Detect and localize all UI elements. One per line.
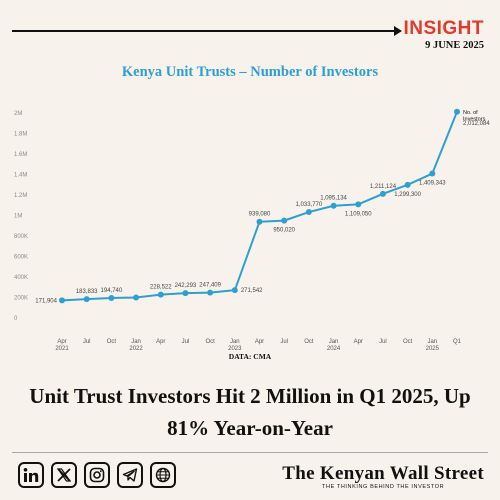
x-tick-label: Jul bbox=[379, 339, 387, 345]
header-rule bbox=[12, 30, 397, 32]
x-tick-year: 2022 bbox=[129, 346, 143, 352]
data-label: 247,409 bbox=[199, 283, 221, 289]
masthead-tagline: THE THINKING BEHIND THE INVESTOR bbox=[322, 484, 445, 490]
series-annotation: Investors bbox=[463, 116, 486, 122]
x-tick-label: Apr bbox=[354, 339, 363, 345]
x-tick-year: 2021 bbox=[55, 346, 69, 352]
data-label: 194,740 bbox=[101, 288, 123, 294]
data-point bbox=[83, 296, 90, 303]
x-tick-label: Apr bbox=[57, 339, 66, 345]
data-point bbox=[108, 295, 115, 302]
data-label: 1,299,300 bbox=[394, 192, 421, 198]
x-tick-label: Jan bbox=[131, 339, 141, 345]
linkedin-icon[interactable] bbox=[18, 462, 44, 488]
y-tick-label: 1.8M bbox=[14, 132, 27, 138]
website-icon[interactable] bbox=[150, 462, 176, 488]
data-label: 1,095,134 bbox=[320, 196, 347, 202]
x-tick-label: Jul bbox=[83, 339, 91, 345]
x-tick-label: Apr bbox=[255, 339, 264, 345]
x-tick-label: Jul bbox=[280, 339, 288, 345]
data-label: 242,293 bbox=[175, 283, 197, 289]
data-label: 2,012,084 bbox=[463, 121, 490, 127]
chart-title: Kenya Unit Trusts – Number of Investors bbox=[121, 64, 379, 80]
data-source: DATA: CMA bbox=[228, 352, 272, 361]
data-label: 228,522 bbox=[150, 285, 172, 291]
data-point bbox=[207, 289, 214, 296]
x-icon[interactable] bbox=[51, 462, 77, 488]
data-point bbox=[133, 294, 140, 301]
data-label: 939,080 bbox=[249, 212, 271, 218]
headline: Unit Trust Investors Hit 2 Million in Q1… bbox=[29, 384, 471, 440]
data-point bbox=[429, 170, 436, 177]
brand-label: INSIGHT bbox=[403, 18, 484, 39]
social-links bbox=[18, 462, 176, 488]
data-point bbox=[404, 181, 411, 188]
y-tick-label: 800K bbox=[14, 234, 28, 240]
series-line bbox=[61, 111, 458, 302]
data-label: 271,542 bbox=[241, 288, 263, 294]
instagram-icon[interactable] bbox=[84, 462, 110, 488]
data-point bbox=[231, 287, 238, 294]
data-point bbox=[256, 218, 263, 225]
x-tick-label: Apr bbox=[156, 339, 165, 345]
data-label: 183,833 bbox=[76, 289, 98, 295]
data-point bbox=[330, 202, 337, 209]
data-point bbox=[182, 290, 189, 297]
y-tick-label: 1M bbox=[14, 214, 22, 220]
series-annotation: No. of bbox=[463, 110, 478, 116]
arrow-icon bbox=[394, 26, 402, 36]
y-tick-label: 1.6M bbox=[14, 152, 27, 158]
x-tick-label: Oct bbox=[107, 339, 117, 345]
data-label: 1,033,770 bbox=[296, 202, 323, 208]
data-point bbox=[379, 190, 386, 197]
data-point bbox=[157, 291, 164, 298]
data-label: 171,904 bbox=[35, 298, 57, 304]
telegram-icon[interactable] bbox=[117, 462, 143, 488]
data-label: 1,211,124 bbox=[370, 184, 397, 190]
x-tick-label: Oct bbox=[205, 339, 215, 345]
data-label: 1,409,343 bbox=[419, 181, 446, 187]
masthead: The Kenyan Wall Street THE THINKING BEHI… bbox=[282, 463, 484, 490]
x-tick-label: Oct bbox=[403, 339, 413, 345]
x-tick-label: Jul bbox=[182, 339, 190, 345]
publish-date: 9 JUNE 2025 bbox=[425, 40, 484, 51]
data-point bbox=[59, 297, 65, 304]
x-tick-label: Jan bbox=[427, 339, 437, 345]
y-tick-label: 1.2M bbox=[14, 193, 27, 199]
y-tick-label: 0 bbox=[14, 316, 18, 322]
data-label: 1,109,050 bbox=[345, 211, 372, 217]
masthead-name: The Kenyan Wall Street bbox=[282, 463, 484, 484]
y-tick-label: 400K bbox=[14, 275, 28, 281]
footer-rule bbox=[12, 452, 488, 453]
x-tick-label: Jan bbox=[230, 339, 240, 345]
x-tick-label: Jan bbox=[329, 339, 339, 345]
x-tick-year: 2025 bbox=[426, 346, 440, 352]
y-tick-label: 200K bbox=[14, 296, 28, 302]
y-tick-label: 1.4M bbox=[14, 173, 27, 179]
x-tick-label: Oct bbox=[304, 339, 314, 345]
line-chart: 0 200K 400K 600K 800K 1M 1.2M 1.4M 1.6M 1.8M 2M Apr… bbox=[14, 108, 490, 352]
x-tick-year: 2024 bbox=[327, 346, 341, 352]
data-point bbox=[355, 201, 362, 208]
y-tick-label: 600K bbox=[14, 255, 28, 261]
data-point bbox=[454, 108, 460, 115]
x-tick-year: 2023 bbox=[228, 346, 242, 352]
data-point bbox=[281, 217, 288, 224]
data-label: 950,020 bbox=[273, 228, 295, 234]
y-tick-label: 2M bbox=[14, 111, 22, 117]
data-point bbox=[305, 209, 312, 216]
x-tick-label: Q1 bbox=[453, 339, 462, 345]
